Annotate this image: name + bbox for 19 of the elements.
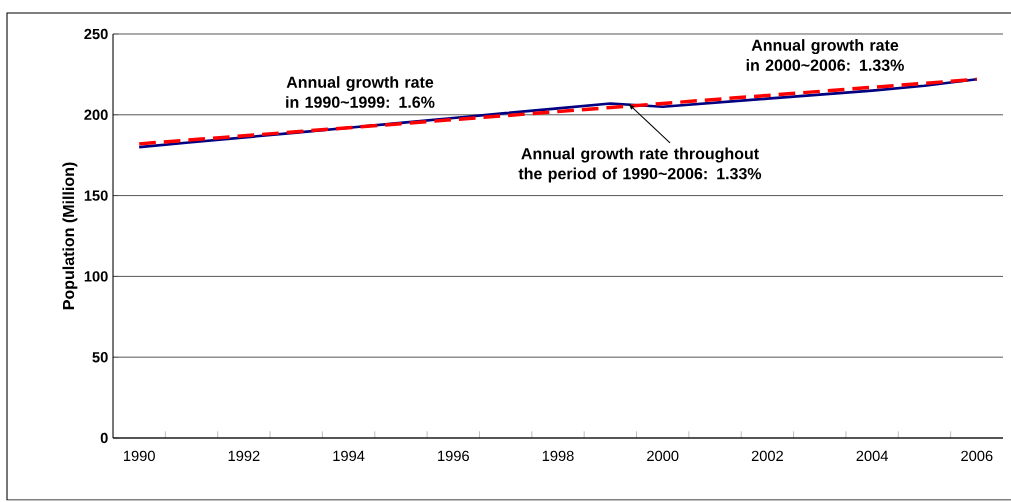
y-tick-label: 250 (84, 28, 108, 40)
y-axis-title: Population (Million) (62, 162, 78, 310)
x-tick-label: 2006 (961, 450, 993, 462)
y-tick-label: 150 (84, 190, 108, 201)
x-tick-label: 1992 (228, 450, 260, 462)
annotation: Annual growth rate in 1990~1999: 1.6% (286, 76, 435, 108)
y-tick-label: 50 (92, 352, 108, 363)
x-tick-label: 1998 (542, 450, 574, 462)
x-tick-label: 2004 (856, 450, 888, 462)
x-tick-label: 2002 (751, 450, 783, 462)
y-tick-label: 200 (84, 109, 108, 120)
annotation: Annual growth rate throughout the period of 1990~2006: 1.33% (518, 147, 762, 183)
x-tick-label: 1990 (123, 450, 155, 462)
x-tick-label: 1996 (438, 450, 469, 462)
annotation: Annual growth rate in 2000~2006: 1.33% (746, 39, 904, 71)
x-tick-label: 2000 (647, 450, 679, 462)
x-tick-label: 1994 (333, 450, 365, 462)
y-tick-label: 0 (100, 432, 108, 444)
y-tick-label: 100 (84, 271, 108, 282)
